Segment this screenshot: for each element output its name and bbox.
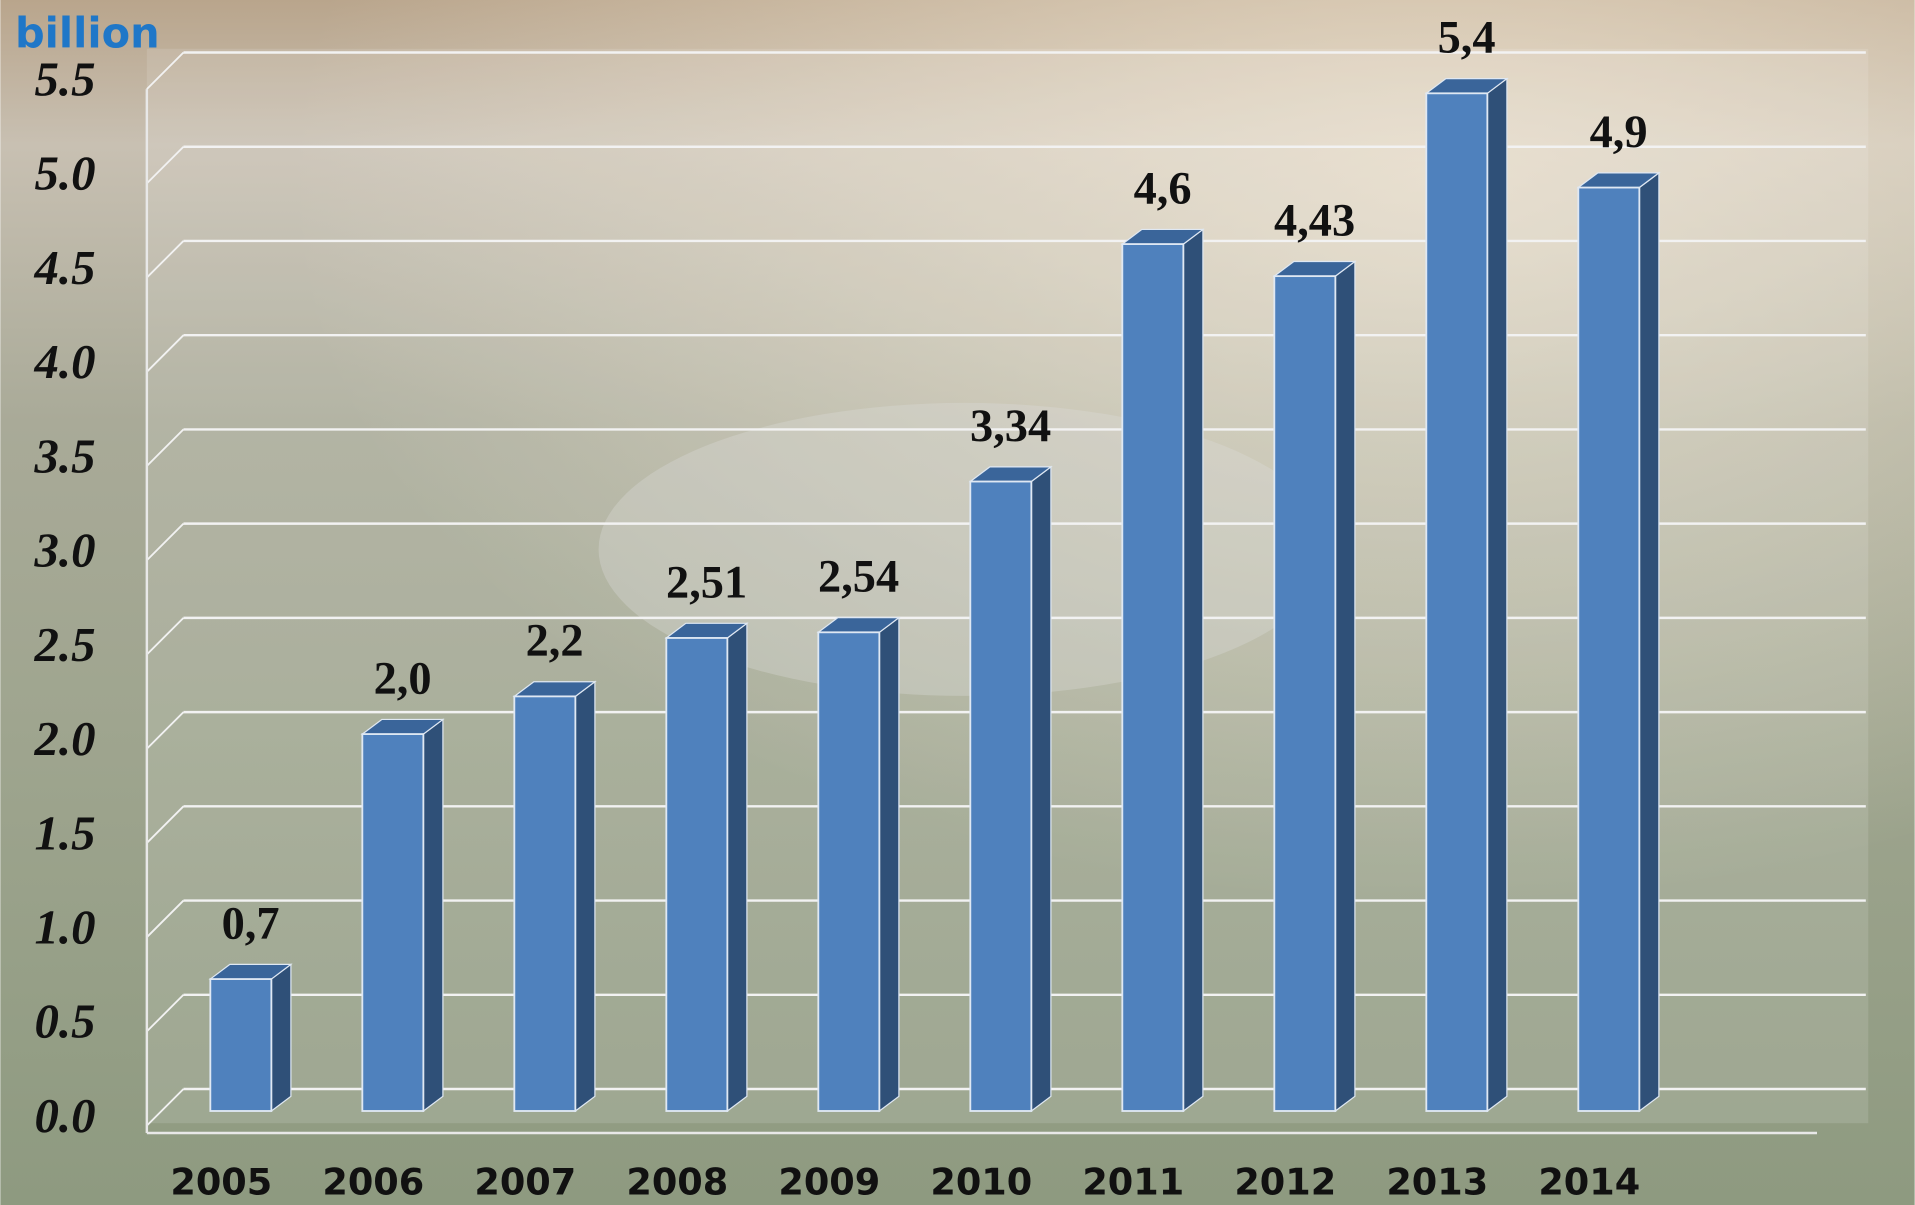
- y-tick-label: 4.0: [34, 334, 96, 389]
- value-label: 2,51: [666, 557, 747, 608]
- bar-side: [575, 682, 595, 1111]
- x-tick-label: 2011: [1082, 1161, 1184, 1204]
- bar-side: [1183, 229, 1203, 1111]
- bar-side: [727, 623, 747, 1111]
- y-tick-label: 3.0: [34, 523, 96, 578]
- bar-side: [271, 964, 291, 1111]
- chart: billion 0.0 0.5 1.0 1.5 2.0 2.5 3.0 3.5 4.0 4.5 5.…: [0, 0, 1915, 1205]
- bar: [818, 632, 879, 1111]
- x-tick-label: 2006: [322, 1161, 424, 1204]
- page: billion 0.0 0.5 1.0 1.5 2.0 2.5 3.0 3.5 4.0 4.5 5.…: [0, 0, 1915, 1205]
- x-tick-label: 2007: [474, 1161, 576, 1204]
- x-tick-label: 2010: [930, 1161, 1032, 1204]
- value-label: 3,34: [970, 401, 1051, 452]
- y-tick-label: 2.0: [34, 711, 96, 766]
- bar: [666, 638, 727, 1111]
- value-label: 4,6: [1134, 163, 1192, 214]
- bar: [514, 696, 575, 1111]
- bar: [970, 482, 1031, 1111]
- value-label: 4,43: [1274, 195, 1355, 246]
- x-tick-label: 2014: [1538, 1161, 1640, 1204]
- x-tick-label: 2008: [626, 1161, 728, 1204]
- bar: [1426, 93, 1487, 1111]
- bar: [1122, 244, 1183, 1111]
- bar: [362, 734, 423, 1111]
- bar: [1578, 188, 1639, 1111]
- y-tick-label: 1.0: [35, 900, 96, 955]
- bar-side: [1487, 79, 1507, 1111]
- value-label: 5,4: [1438, 13, 1496, 64]
- y-tick-label: 0.5: [35, 994, 96, 1049]
- value-label: 2,54: [818, 552, 899, 603]
- bar-side: [1335, 261, 1355, 1111]
- y-tick-label: 0.0: [35, 1088, 96, 1143]
- x-tick-label: 2009: [778, 1161, 880, 1204]
- bar-side: [879, 618, 899, 1111]
- bar: [1274, 276, 1335, 1111]
- bar-side: [1031, 467, 1051, 1111]
- y-tick-label: 1.5: [35, 805, 96, 860]
- y-tick-label: 5.5: [35, 51, 96, 106]
- y-tick-label: 2.5: [34, 617, 96, 672]
- y-tick-label: 5.0: [35, 146, 96, 201]
- y-axis-label: billion: [15, 9, 160, 58]
- value-label: 4,9: [1590, 107, 1648, 158]
- x-tick-label: 2012: [1234, 1161, 1336, 1204]
- bar: [210, 979, 271, 1111]
- x-tick-label: 2013: [1386, 1161, 1488, 1204]
- y-tick-label: 4.5: [34, 240, 96, 295]
- bar-side: [423, 719, 443, 1111]
- x-tick-label: 2005: [170, 1161, 272, 1204]
- value-label: 2,2: [526, 616, 584, 667]
- bar-side: [1639, 173, 1659, 1111]
- value-label: 0,7: [222, 898, 280, 949]
- value-label: 2,0: [374, 653, 432, 704]
- y-tick-label: 3.5: [34, 428, 96, 483]
